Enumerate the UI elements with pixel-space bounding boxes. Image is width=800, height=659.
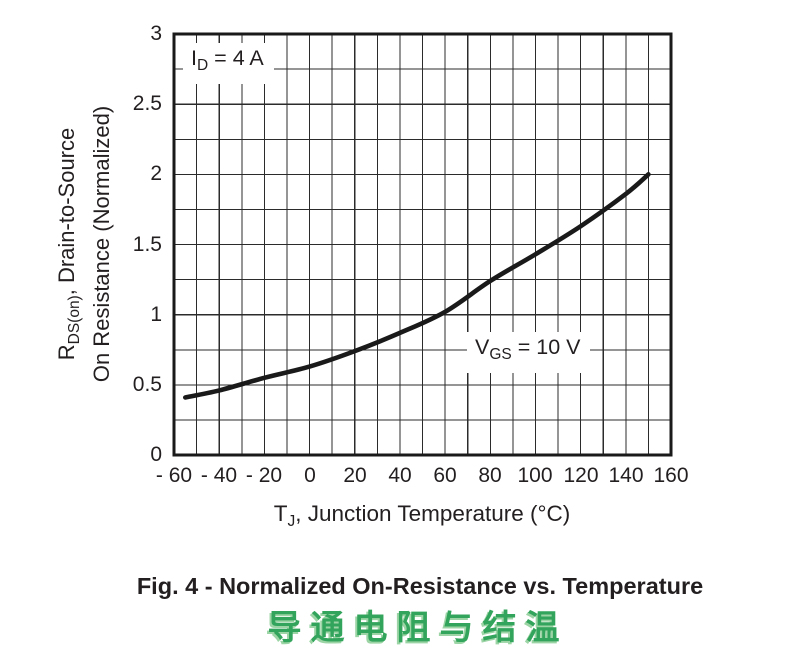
annotation-gate-voltage-symbol: V (475, 335, 490, 359)
annotation-drain-current-symbol: I (191, 46, 197, 70)
y-tick-label: 2.5 (132, 92, 162, 115)
x-tick-label: - 20 (245, 464, 283, 487)
rdson-curve (183, 172, 651, 400)
x-tick-label: 0 (304, 464, 316, 487)
y-axis-title-line1: RDS(on), Drain-to-Source (53, 106, 88, 382)
x-axis-title: TJ, Junction Temperature (°C) (172, 501, 672, 531)
x-tick-label: 100 (517, 464, 553, 487)
x-axis-title-subscript: J (287, 513, 296, 530)
plot-area (171, 31, 674, 458)
annotation-gate-voltage-value: = 10 V (511, 335, 581, 359)
y-axis-title-subscript: DS(on) (66, 295, 83, 345)
y-axis-title-symbol: R (54, 344, 79, 361)
x-tick-label: 140 (608, 464, 644, 487)
annotation-gate-voltage: VGS = 10 V (467, 332, 591, 373)
x-tick-label: 160 (653, 464, 689, 487)
y-tick-label: 1 (150, 303, 162, 326)
x-tick-label: 20 (343, 464, 367, 487)
y-tick-label: 0 (150, 443, 162, 466)
annotation-drain-current-subscript: D (196, 57, 209, 74)
y-tick-label: 2 (150, 162, 162, 185)
x-tick-label: - 40 (200, 464, 238, 487)
x-axis-title-text: , Junction Temperature (°C) (295, 501, 571, 526)
x-axis-title-symbol: T (273, 501, 288, 526)
y-tick-label: 3 (150, 22, 162, 45)
figure-caption: Fig. 4 - Normalized On-Resistance vs. Te… (136, 573, 704, 599)
x-tick-label: - 60 (155, 464, 193, 487)
x-tick-label: 60 (433, 464, 457, 487)
y-axis-title-text: , Drain-to-Source (54, 127, 79, 296)
y-tick-label: 1.5 (132, 233, 162, 256)
y-tick-label: 0.5 (132, 373, 162, 396)
annotation-drain-current: ID = 4 A (183, 43, 274, 84)
annotation-drain-current-value: = 4 A (208, 46, 264, 70)
figure-caption-chinese: 导通电阻与结温 (267, 609, 569, 647)
x-tick-label: 120 (563, 464, 599, 487)
x-tick-label: 40 (388, 464, 412, 487)
x-tick-label: 80 (478, 464, 502, 487)
annotation-gate-voltage-subscript: GS (489, 346, 512, 363)
